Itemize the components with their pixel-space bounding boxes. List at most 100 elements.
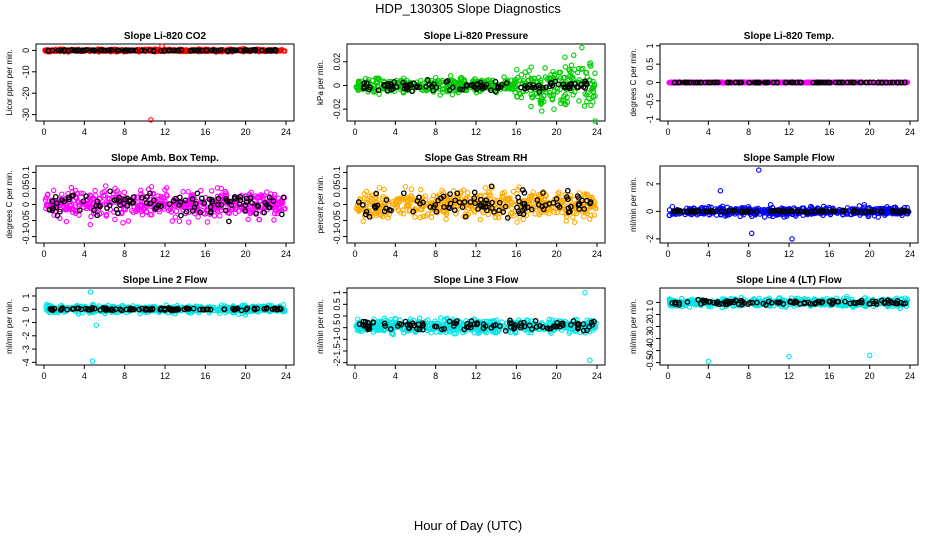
y-axis-label: ml/min per min. (316, 299, 325, 354)
hourly-point (121, 47, 128, 54)
hourly-point (138, 47, 145, 54)
x-tick-label: 0 (41, 127, 46, 137)
hourly-point (231, 47, 238, 53)
data-point (360, 218, 367, 225)
panel-title: Slope Amb. Box Temp. (111, 153, 219, 164)
x-tick-label: 4 (393, 127, 398, 137)
x-tick-label: 20 (865, 127, 875, 137)
hourly-point (89, 47, 95, 54)
y-tick-label: -1 (645, 115, 655, 123)
y-tick-label: 1 (645, 43, 655, 48)
x-tick-label: 8 (122, 371, 127, 381)
data-point (542, 65, 548, 71)
hourly-point (174, 47, 180, 54)
panel-title: Slope Line 2 Flow (123, 275, 208, 286)
hourly-point (552, 78, 559, 85)
x-tick-label: 8 (746, 127, 751, 137)
x-tick-label: 12 (471, 371, 481, 381)
data-point (458, 74, 465, 81)
data-point (376, 184, 383, 191)
x-tick-label: 24 (905, 127, 915, 137)
y-tick-label: 0.05 (332, 180, 342, 198)
outlier-point (789, 236, 795, 242)
data-point (121, 189, 128, 196)
hourly-point (405, 82, 411, 89)
hourly-point (366, 86, 372, 93)
y-tick-label: -2 (21, 332, 31, 340)
y-tick-label: 0 (645, 80, 655, 85)
hourly-point (566, 81, 573, 88)
y-tick-label: -20 (21, 87, 31, 100)
x-tick-label: 0 (41, 249, 46, 259)
x-tick-label: 8 (122, 127, 127, 137)
data-point (721, 79, 728, 86)
hourly-point (55, 47, 62, 54)
data-point (554, 88, 560, 95)
hourly-point (492, 78, 499, 85)
y-tick-label: -30 (21, 108, 31, 121)
hourly-point (539, 84, 546, 91)
data-point (570, 52, 577, 59)
data-point (465, 190, 471, 196)
x-tick-label: 20 (241, 371, 251, 381)
panel-frame (35, 287, 295, 366)
hourly-point (161, 47, 168, 54)
data-point (531, 75, 537, 82)
hourly-point (225, 48, 232, 54)
x-tick-label: 24 (592, 371, 602, 381)
hourly-point (530, 82, 537, 88)
data-point (551, 106, 557, 112)
hourly-point (363, 80, 370, 87)
data-point (558, 97, 564, 103)
panel-title: Slope Li-820 Temp. (744, 31, 835, 42)
x-tick-label: 16 (824, 127, 834, 137)
x-tick-label: 12 (784, 249, 794, 259)
data-point (454, 81, 460, 87)
hourly-point (575, 84, 582, 91)
data-point (482, 184, 489, 191)
y-tick-label: -1.5 (332, 343, 342, 359)
x-tick-label: 20 (865, 249, 875, 259)
data-point (68, 184, 75, 191)
data-point (42, 47, 48, 53)
y-axis-label: ml/min per min. (5, 299, 14, 354)
hourly-point (549, 82, 556, 89)
hourly-point (389, 83, 396, 90)
data-point (512, 83, 519, 89)
x-tick-label: 20 (552, 127, 562, 137)
data-point (180, 189, 186, 195)
hourly-point (429, 83, 435, 90)
hourly-point (560, 81, 567, 88)
data-point (576, 98, 582, 104)
y-tick-label: -3 (21, 345, 31, 353)
hourly-point (189, 47, 195, 54)
data-point (528, 76, 534, 82)
data-point (271, 217, 277, 223)
x-tick-label: 8 (433, 249, 438, 259)
y-tick-label: 2 (645, 181, 655, 186)
y-tick-label: -1 (21, 319, 31, 327)
data-point (408, 186, 415, 193)
hourly-point (536, 85, 543, 91)
y-tick-label: 0.5 (332, 298, 342, 311)
hourly-point (424, 77, 431, 83)
panel-title: Slope Li-820 Pressure (424, 31, 529, 42)
y-tick-label: 0 (21, 48, 31, 53)
data-point (245, 216, 251, 223)
figure-title: HDP_130305 Slope Diagnostics (375, 1, 561, 16)
hourly-point (194, 190, 201, 197)
data-point (528, 103, 534, 110)
hourly-point (543, 84, 549, 91)
hourly-point (384, 87, 391, 94)
data-point (440, 89, 446, 95)
data-point (375, 75, 382, 81)
y-tick-label: 0.5 (645, 58, 655, 71)
data-point (513, 86, 519, 92)
data-point (169, 218, 176, 224)
hourly-point (449, 84, 456, 91)
y-axis-label: kPa per min. (316, 60, 325, 105)
data-point (514, 219, 520, 225)
hourly-point (526, 81, 533, 88)
data-point (562, 54, 568, 60)
